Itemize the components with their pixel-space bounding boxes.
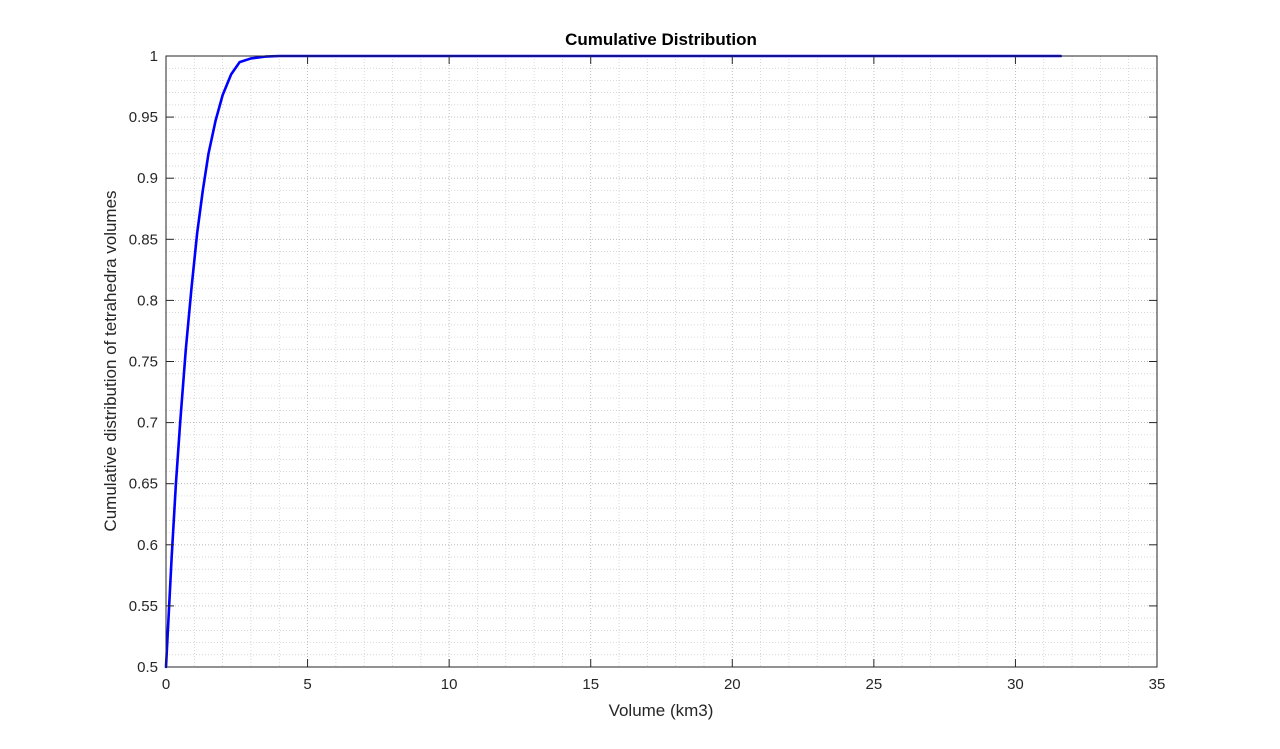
x-tick-label: 20 [724, 676, 741, 693]
tick-marks [165, 55, 1158, 668]
x-tick-label: 10 [441, 676, 458, 693]
y-tick-label: 0.8 [137, 292, 158, 309]
chart-title: Cumulative Distribution [565, 30, 757, 49]
y-tick-labels: 0.5 0.55 0.6 0.65 0.7 0.75 0.8 0.85 0.9 0.95 1 [129, 48, 158, 676]
x-tick-labels: 0 5 10 15 20 25 30 35 [162, 676, 1166, 693]
y-tick-label: 0.5 [137, 659, 158, 676]
major-grid [166, 56, 1157, 667]
y-tick-label: 0.85 [129, 231, 158, 248]
y-tick-label: 0.65 [129, 476, 158, 493]
y-tick-label: 1 [150, 48, 158, 65]
y-tick-label: 0.9 [137, 170, 158, 187]
y-tick-label: 0.95 [129, 109, 158, 126]
y-axis-label: Cumulative distribution of tetrahedra vo… [101, 190, 120, 531]
y-tick-label: 0.7 [137, 415, 158, 432]
y-tick-label: 0.55 [129, 598, 158, 615]
y-tick-label: 0.75 [129, 354, 158, 371]
y-tick-label: 0.6 [137, 537, 158, 554]
x-tick-label: 25 [866, 676, 883, 693]
x-tick-label: 5 [303, 676, 311, 693]
x-tick-label: 15 [582, 676, 599, 693]
x-tick-label: 30 [1007, 676, 1024, 693]
x-tick-label: 35 [1149, 676, 1166, 693]
x-tick-label: 0 [162, 676, 170, 693]
x-axis-label: Volume (km3) [609, 701, 714, 720]
